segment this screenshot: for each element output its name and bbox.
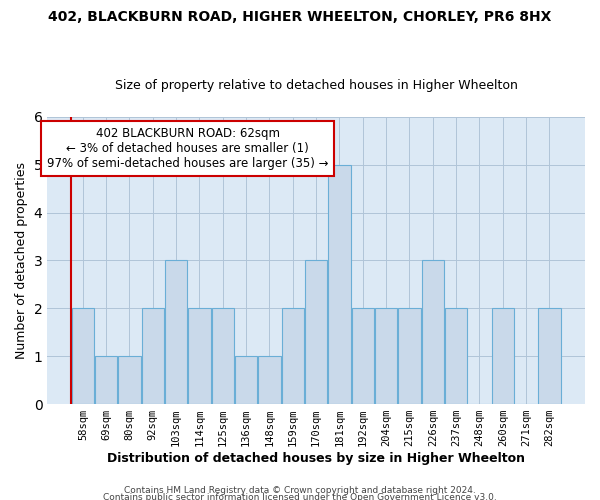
- Bar: [165, 260, 187, 404]
- Text: 402, BLACKBURN ROAD, HIGHER WHEELTON, CHORLEY, PR6 8HX: 402, BLACKBURN ROAD, HIGHER WHEELTON, CH…: [49, 10, 551, 24]
- Bar: [142, 308, 164, 404]
- Bar: [305, 260, 327, 404]
- X-axis label: Distribution of detached houses by size in Higher Wheelton: Distribution of detached houses by size …: [107, 452, 525, 465]
- Bar: [95, 356, 117, 404]
- Title: Size of property relative to detached houses in Higher Wheelton: Size of property relative to detached ho…: [115, 79, 518, 92]
- Bar: [235, 356, 257, 404]
- Bar: [72, 308, 94, 404]
- Bar: [398, 308, 421, 404]
- Bar: [328, 164, 350, 404]
- Y-axis label: Number of detached properties: Number of detached properties: [15, 162, 28, 359]
- Bar: [375, 308, 397, 404]
- Bar: [492, 308, 514, 404]
- Bar: [352, 308, 374, 404]
- Bar: [212, 308, 234, 404]
- Bar: [259, 356, 281, 404]
- Bar: [538, 308, 560, 404]
- Bar: [445, 308, 467, 404]
- Text: Contains HM Land Registry data © Crown copyright and database right 2024.: Contains HM Land Registry data © Crown c…: [124, 486, 476, 495]
- Text: Contains public sector information licensed under the Open Government Licence v3: Contains public sector information licen…: [103, 494, 497, 500]
- Bar: [282, 308, 304, 404]
- Text: 402 BLACKBURN ROAD: 62sqm
← 3% of detached houses are smaller (1)
97% of semi-de: 402 BLACKBURN ROAD: 62sqm ← 3% of detach…: [47, 128, 329, 170]
- Bar: [422, 260, 444, 404]
- Bar: [188, 308, 211, 404]
- Bar: [118, 356, 140, 404]
